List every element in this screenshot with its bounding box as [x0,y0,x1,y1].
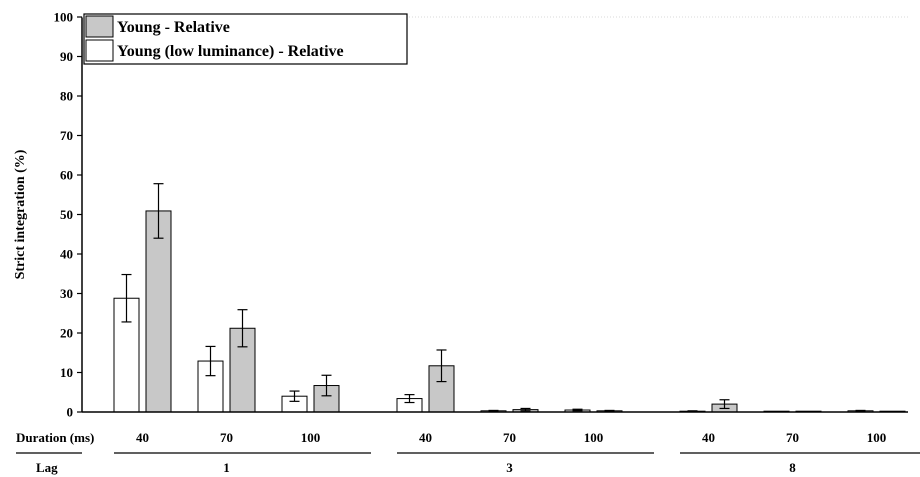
lag-tick-label: 8 [789,460,796,475]
y-tick-label: 20 [60,326,73,341]
lag-row-label: Lag [36,460,58,475]
lag-tick-label: 3 [506,460,513,475]
y-axis-title: Strict integration (%) [13,149,28,279]
legend: Young - Relative Young (low luminance) - … [83,13,408,65]
duration-tick-label: 40 [136,430,149,445]
duration-tick-label: 70 [220,430,233,445]
duration-tick-label: 100 [867,430,887,445]
bar-young [145,210,172,413]
y-tick-label: 10 [60,365,73,380]
y-tick-label: 40 [60,247,73,262]
duration-tick-label: 100 [584,430,604,445]
y-tick-label: 30 [60,286,73,301]
legend-swatch [85,39,114,62]
y-tick-label: 60 [60,168,73,183]
duration-tick-label: 40 [702,430,715,445]
legend-box [83,13,408,65]
x-axis: 40 70 100 1 40 70 100 3 40 70 100 8 [16,411,920,475]
bars [113,183,906,413]
legend-label: Young (low luminance) - Relative [117,43,344,60]
y-tick-label: 80 [60,89,73,104]
y-axis: 0 10 20 30 40 50 60 70 80 90 100 [54,10,908,420]
duration-tick-label: 40 [419,430,432,445]
legend-label: Young - Relative [117,19,230,36]
y-tick-label: 50 [60,207,73,222]
duration-tick-label: 100 [301,430,321,445]
duration-tick-label: 70 [503,430,516,445]
y-tick-label: 100 [54,10,74,25]
lag-tick-label: 1 [223,460,230,475]
duration-tick-label: 70 [786,430,799,445]
y-tick-label: 0 [67,405,74,420]
duration-row-label: Duration (ms) [16,430,94,445]
legend-swatch [85,15,114,38]
y-tick-label: 90 [60,49,73,64]
y-tick-label: 70 [60,128,73,143]
